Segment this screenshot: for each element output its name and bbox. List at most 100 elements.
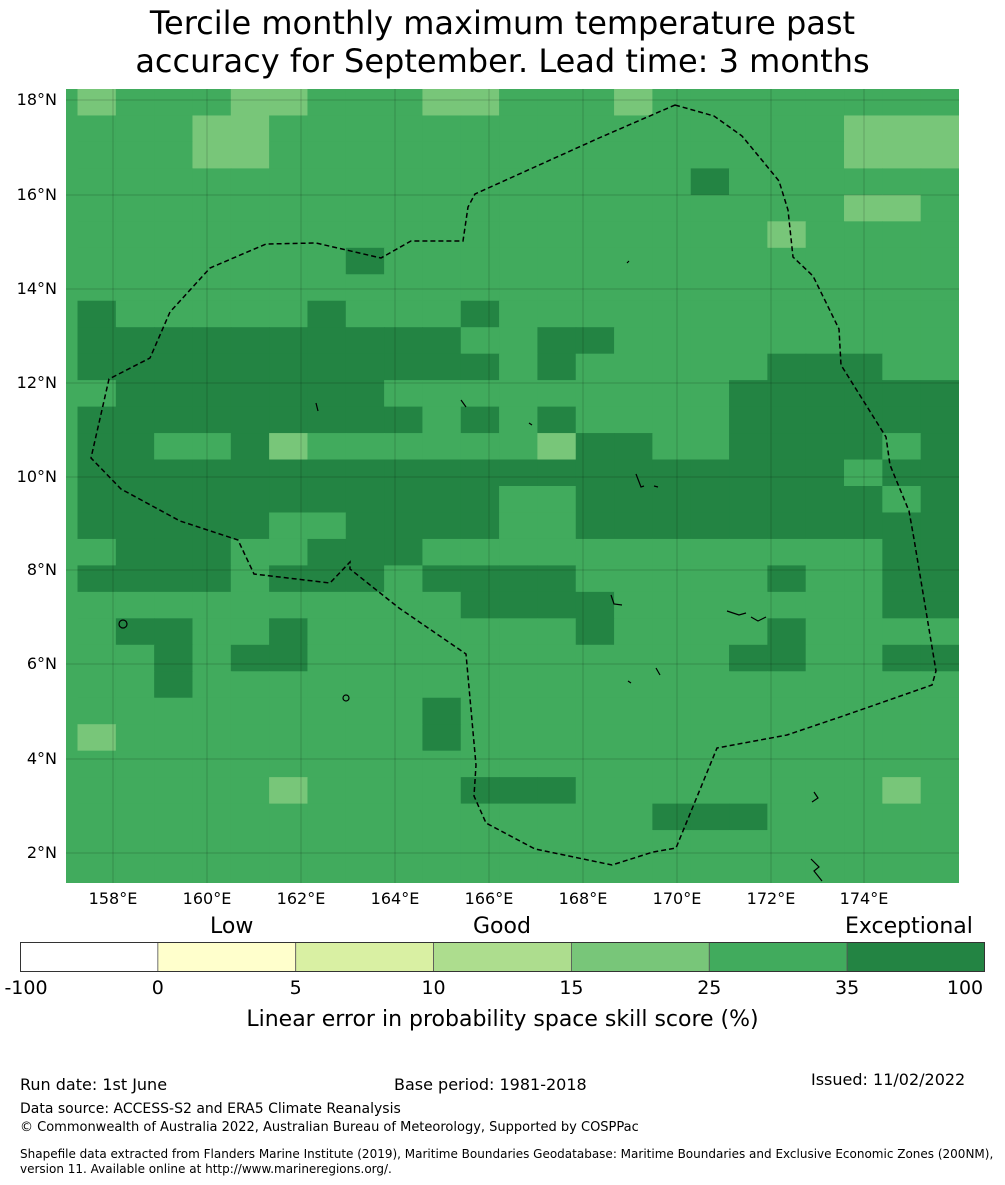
latitude-label: 14°N bbox=[16, 279, 57, 298]
skill-cell bbox=[882, 300, 922, 328]
skill-cell bbox=[422, 300, 462, 328]
skill-cell bbox=[499, 168, 539, 196]
skill-cell bbox=[652, 459, 692, 487]
skill-cell bbox=[384, 512, 424, 540]
skill-cell bbox=[115, 856, 155, 883]
skill-cell bbox=[690, 89, 730, 117]
skill-cell bbox=[614, 671, 653, 699]
colorbar-tick-label: 35 bbox=[835, 977, 860, 999]
skill-cell bbox=[499, 486, 539, 514]
skill-cell bbox=[729, 221, 768, 249]
skill-cell bbox=[192, 618, 232, 646]
skill-cell bbox=[882, 697, 922, 725]
skill-cell bbox=[230, 803, 270, 831]
skill-cell bbox=[920, 406, 959, 434]
skill-cell bbox=[844, 459, 883, 487]
skill-cell bbox=[154, 750, 194, 778]
skill-cell bbox=[422, 750, 462, 778]
skill-cell bbox=[230, 221, 270, 249]
skill-cell bbox=[499, 538, 539, 566]
skill-cell bbox=[652, 750, 692, 778]
skill-cell bbox=[192, 777, 232, 805]
skill-cell bbox=[729, 194, 768, 222]
skill-cell bbox=[77, 777, 117, 805]
skill-cell bbox=[115, 486, 155, 514]
skill-cell bbox=[384, 300, 424, 328]
skill-cell bbox=[805, 486, 845, 514]
skill-cell bbox=[614, 141, 653, 169]
skill-cell bbox=[345, 486, 385, 514]
skill-cell bbox=[537, 618, 577, 646]
skill-cell bbox=[537, 115, 577, 143]
skill-cell bbox=[384, 565, 424, 593]
skill-cell bbox=[422, 777, 462, 805]
skill-cell bbox=[614, 803, 653, 831]
longitude-label: 174°E bbox=[839, 889, 889, 908]
skill-cell bbox=[345, 750, 385, 778]
skill-cell bbox=[77, 644, 117, 672]
skill-cell bbox=[384, 538, 424, 566]
skill-cell bbox=[767, 406, 807, 434]
skill-cell bbox=[269, 221, 309, 249]
skill-cell bbox=[882, 591, 922, 619]
skill-cell bbox=[882, 777, 922, 805]
skill-cell bbox=[230, 459, 270, 487]
skill-cell bbox=[192, 830, 232, 858]
colorbar-segment bbox=[433, 942, 572, 972]
skill-cell bbox=[690, 141, 730, 169]
skill-cell bbox=[460, 856, 500, 883]
skill-cell bbox=[192, 380, 232, 408]
map-title: Tercile monthly maximum temperature past… bbox=[0, 4, 1005, 80]
skill-cell bbox=[230, 433, 270, 461]
skill-cell bbox=[115, 194, 155, 222]
skill-cell bbox=[154, 274, 194, 302]
skill-cell bbox=[614, 433, 653, 461]
skill-cell bbox=[575, 750, 615, 778]
skill-cell bbox=[384, 353, 424, 381]
skill-cell bbox=[269, 406, 309, 434]
skill-cell bbox=[422, 724, 462, 752]
skill-cell bbox=[422, 115, 462, 143]
skill-cell bbox=[882, 565, 922, 593]
skill-cell bbox=[767, 803, 807, 831]
latitude-label: 10°N bbox=[16, 467, 57, 486]
skill-cell bbox=[230, 724, 270, 752]
skill-cell bbox=[384, 194, 424, 222]
skill-cell bbox=[230, 750, 270, 778]
skill-cell bbox=[844, 777, 883, 805]
skill-cell bbox=[77, 591, 117, 619]
skill-cell bbox=[882, 830, 922, 858]
map-canvas bbox=[66, 89, 959, 883]
skill-cell bbox=[614, 168, 653, 196]
skill-cell bbox=[537, 459, 577, 487]
skill-cell bbox=[575, 274, 615, 302]
skill-cell bbox=[652, 221, 692, 249]
skill-cell bbox=[154, 618, 194, 646]
skill-cell bbox=[230, 274, 270, 302]
skill-cell bbox=[729, 406, 768, 434]
skill-cell bbox=[805, 565, 845, 593]
skill-cell bbox=[499, 141, 539, 169]
skill-cell bbox=[805, 618, 845, 646]
skill-cell bbox=[844, 591, 883, 619]
skill-cell bbox=[345, 221, 385, 249]
skill-cell bbox=[77, 327, 117, 355]
skill-cell bbox=[269, 671, 309, 699]
skill-cell bbox=[345, 512, 385, 540]
skill-cell bbox=[729, 115, 768, 143]
skill-cell bbox=[805, 353, 845, 381]
skill-cell bbox=[805, 856, 845, 883]
skill-cell bbox=[115, 433, 155, 461]
skill-cell bbox=[729, 89, 768, 117]
skill-cell bbox=[269, 380, 309, 408]
skill-cell bbox=[192, 750, 232, 778]
skill-cell bbox=[767, 486, 807, 514]
skill-cell bbox=[460, 459, 500, 487]
skill-cell bbox=[920, 168, 959, 196]
skill-cell bbox=[805, 168, 845, 196]
skill-cell bbox=[844, 512, 883, 540]
skill-cell bbox=[844, 406, 883, 434]
skill-cell bbox=[345, 141, 385, 169]
skill-cell bbox=[920, 750, 959, 778]
skill-cell bbox=[652, 327, 692, 355]
